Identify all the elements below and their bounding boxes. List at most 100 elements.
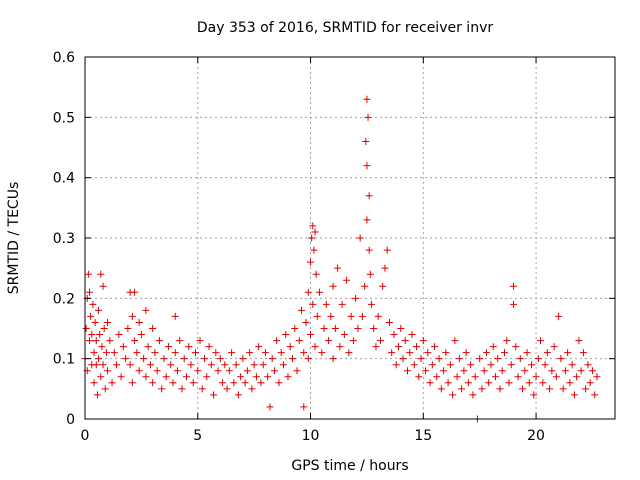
data-point — [476, 355, 484, 363]
tick-labels: 0 0.1 0.2 0.3 0.4 0.5 0.6 0 5 10 15 20 — [53, 50, 545, 444]
data-point — [250, 361, 258, 369]
data-point — [471, 373, 479, 381]
data-point — [99, 361, 107, 369]
data-point — [397, 325, 405, 332]
data-point — [591, 391, 599, 399]
x-tick-label: 10 — [302, 428, 320, 444]
data-point — [381, 264, 389, 272]
data-point — [365, 192, 373, 200]
data-point — [367, 300, 375, 308]
data-point — [198, 385, 206, 393]
data-point — [437, 385, 445, 393]
data-point — [304, 355, 312, 363]
data-point — [449, 391, 457, 399]
data-point — [264, 373, 272, 381]
data-point — [104, 367, 112, 375]
data-point — [478, 385, 486, 393]
data-point — [216, 355, 224, 363]
data-point — [557, 355, 565, 363]
data-point — [338, 300, 346, 308]
data-point — [512, 343, 520, 351]
data-point — [460, 367, 468, 375]
data-point — [435, 355, 443, 363]
data-point — [318, 349, 326, 357]
data-point — [257, 379, 265, 387]
data-point — [316, 288, 324, 296]
data-point — [428, 361, 436, 369]
data-point — [419, 337, 427, 345]
data-point — [525, 379, 533, 387]
data-point — [464, 379, 472, 387]
data-point — [282, 331, 290, 339]
data-point — [575, 337, 583, 345]
data-point — [534, 355, 542, 363]
data-point — [192, 349, 200, 357]
data-point — [352, 294, 360, 302]
data-point — [451, 337, 459, 345]
data-point — [97, 373, 105, 381]
data-point — [173, 367, 181, 375]
data-point — [307, 258, 315, 266]
y-tick-label: 0.6 — [53, 50, 75, 66]
grid-layer — [85, 57, 615, 419]
data-point — [336, 343, 344, 351]
data-point — [288, 355, 296, 363]
data-point — [541, 361, 549, 369]
data-point — [582, 385, 590, 393]
data-point — [268, 355, 276, 363]
data-point — [102, 349, 110, 357]
data-point — [496, 385, 504, 393]
data-point — [243, 367, 251, 375]
data-point — [573, 373, 581, 381]
data-point — [84, 270, 92, 278]
data-point — [300, 349, 308, 357]
data-point — [104, 318, 112, 326]
data-point — [311, 343, 319, 351]
data-point — [579, 349, 587, 357]
data-point — [137, 331, 145, 339]
x-tick-label: 20 — [527, 428, 545, 444]
data-point — [310, 246, 318, 254]
data-point — [329, 282, 337, 290]
data-point — [500, 349, 508, 357]
data-point — [86, 337, 94, 345]
data-point — [362, 137, 370, 145]
data-point — [266, 403, 274, 411]
data-point — [363, 216, 371, 224]
data-point — [498, 367, 506, 375]
data-point — [133, 349, 141, 357]
data-point — [469, 391, 477, 399]
data-point — [90, 379, 98, 387]
data-point — [455, 355, 463, 363]
data-point — [467, 361, 475, 369]
data-point — [160, 355, 168, 363]
data-point — [273, 337, 281, 345]
data-point — [221, 361, 229, 369]
data-point — [169, 379, 177, 387]
data-point — [248, 385, 256, 393]
data-point — [358, 312, 366, 320]
data-point — [300, 403, 308, 411]
data-point — [415, 373, 423, 381]
data-point — [331, 325, 339, 332]
data-point — [505, 379, 513, 387]
y-axis-label: SRMTID / TECUs — [6, 182, 22, 295]
data-point — [385, 318, 393, 326]
data-point — [113, 361, 121, 369]
data-point — [482, 349, 490, 357]
data-point — [205, 343, 213, 351]
data-point — [489, 343, 497, 351]
data-point — [424, 349, 432, 357]
data-point — [422, 367, 430, 375]
data-point — [151, 349, 159, 357]
data-point — [458, 385, 466, 393]
data-point — [131, 337, 139, 345]
data-point — [564, 349, 572, 357]
data-point — [312, 270, 320, 278]
data-point — [92, 361, 100, 369]
data-point — [548, 367, 556, 375]
data-point — [372, 343, 380, 351]
data-point — [185, 343, 193, 351]
data-point — [108, 379, 116, 387]
